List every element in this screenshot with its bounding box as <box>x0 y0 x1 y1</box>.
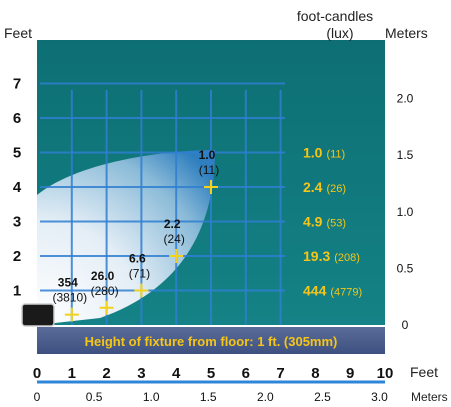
y-tick-meters: 1.5 <box>397 148 414 162</box>
data-label-fc: 1.0 <box>199 148 216 162</box>
y-axis: 1 2 3 4 5 6 7 0 0.5 1.0 1.5 2.0 <box>13 76 414 333</box>
x-tick-feet: 3 <box>137 365 145 382</box>
x-tick-meters: 1.0 <box>143 390 160 404</box>
x-tick-feet: 7 <box>276 365 284 382</box>
y-tick-meters: 0.5 <box>397 261 414 275</box>
light-cone <box>37 150 215 325</box>
right-value-fc: 1.0 <box>303 145 323 161</box>
right-value: 1.0 (11) <box>303 145 345 161</box>
data-point: 354(3810) <box>52 276 87 322</box>
y-tick-feet: 5 <box>13 145 21 162</box>
data-label-fc: 26.0 <box>91 269 115 283</box>
y-tick-meters: 0 <box>402 318 409 332</box>
data-label-fc: 354 <box>58 276 78 290</box>
right-value: 4.9 (53) <box>303 214 346 230</box>
x-unit-meters: Meters <box>411 390 448 404</box>
right-value: 444 (4779) <box>303 283 362 299</box>
x-tick-meters: 3.0 <box>371 390 388 404</box>
y-tick-feet: 3 <box>13 214 21 231</box>
data-label-lux: (3810) <box>52 291 87 305</box>
left-unit-label: Feet <box>4 25 32 41</box>
right-value-lux: (53) <box>326 218 346 230</box>
data-marks: 354(3810)26.0(280)6.6(71)2.2(24)1.0(11)4… <box>52 145 362 322</box>
y-tick-feet: 7 <box>13 76 21 93</box>
x-tick-feet: 5 <box>207 365 215 382</box>
x-tick-feet: 6 <box>242 365 250 382</box>
right-value-fc: 19.3 <box>303 248 330 264</box>
data-label-fc: 6.6 <box>129 252 146 266</box>
data-label-lux: (11) <box>199 163 219 177</box>
x-unit-feet: Feet <box>410 364 438 380</box>
x-tick-meters: 0 <box>34 390 41 404</box>
x-tick-meters: 2.5 <box>314 390 331 404</box>
grid-lines <box>40 82 285 325</box>
right-value-fc: 444 <box>303 283 327 299</box>
fc-title-line1: foot-candles <box>297 8 373 24</box>
right-value-lux: (11) <box>326 149 345 161</box>
right-value-lux: (26) <box>326 183 346 195</box>
caption-bar <box>37 327 385 354</box>
data-point: 6.6(71) <box>129 252 150 298</box>
fc-title-line2: (lux) <box>326 25 353 41</box>
y-tick-meters: 1.0 <box>397 205 414 219</box>
data-point: 2.2(24) <box>164 217 185 263</box>
x-tick-feet: 10 <box>377 365 394 382</box>
y-tick-meters: 2.0 <box>397 92 414 106</box>
x-tick-feet: 8 <box>311 365 319 382</box>
caption-text: Height of fixture from floor: 1 ft. (305… <box>85 334 338 349</box>
y-tick-feet: 2 <box>13 248 21 265</box>
x-tick-meters: 2.0 <box>257 390 274 404</box>
x-tick-feet: 0 <box>33 365 41 382</box>
right-unit-label: Meters <box>385 25 428 41</box>
right-value-lux: (4779) <box>330 287 362 299</box>
right-value-lux: (208) <box>334 252 360 264</box>
x-tick-feet: 9 <box>346 365 354 382</box>
x-tick-feet: 4 <box>172 365 181 382</box>
x-axis: 0 1 2 3 4 5 6 7 8 9 10 0 0.5 1.0 1.5 2.0 2.5 3.0 <box>33 365 394 404</box>
data-label-fc: 2.2 <box>164 217 181 231</box>
fixture-icon <box>21 303 55 327</box>
right-value-fc: 4.9 <box>303 214 323 230</box>
x-tick-meters: 1.5 <box>200 390 217 404</box>
data-label-lux: (280) <box>91 284 119 298</box>
right-value: 2.4 (26) <box>303 179 346 195</box>
x-tick-feet: 2 <box>102 365 110 382</box>
y-tick-feet: 6 <box>13 110 21 127</box>
data-point: 26.0(280) <box>91 269 119 315</box>
y-tick-feet: 1 <box>13 283 21 300</box>
data-label-lux: (24) <box>164 232 185 246</box>
right-value-fc: 2.4 <box>303 179 323 195</box>
data-label-lux: (71) <box>129 267 150 281</box>
x-tick-feet: 1 <box>68 365 76 382</box>
x-tick-meters: 0.5 <box>86 390 103 404</box>
right-value: 19.3 (208) <box>303 248 360 264</box>
y-tick-feet: 4 <box>13 179 22 196</box>
data-point: 1.0(11) <box>199 148 219 194</box>
